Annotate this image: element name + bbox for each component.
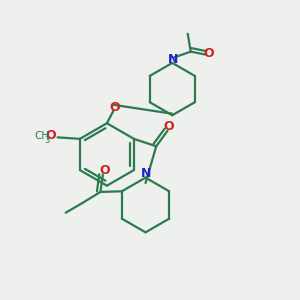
Text: N: N [168,52,178,66]
Text: N: N [141,167,151,180]
Text: O: O [204,47,214,61]
Text: O: O [46,129,56,142]
Text: O: O [109,101,120,114]
Text: O: O [99,164,110,177]
Text: O: O [164,121,174,134]
Text: 3: 3 [44,136,50,146]
Text: CH: CH [34,131,50,141]
